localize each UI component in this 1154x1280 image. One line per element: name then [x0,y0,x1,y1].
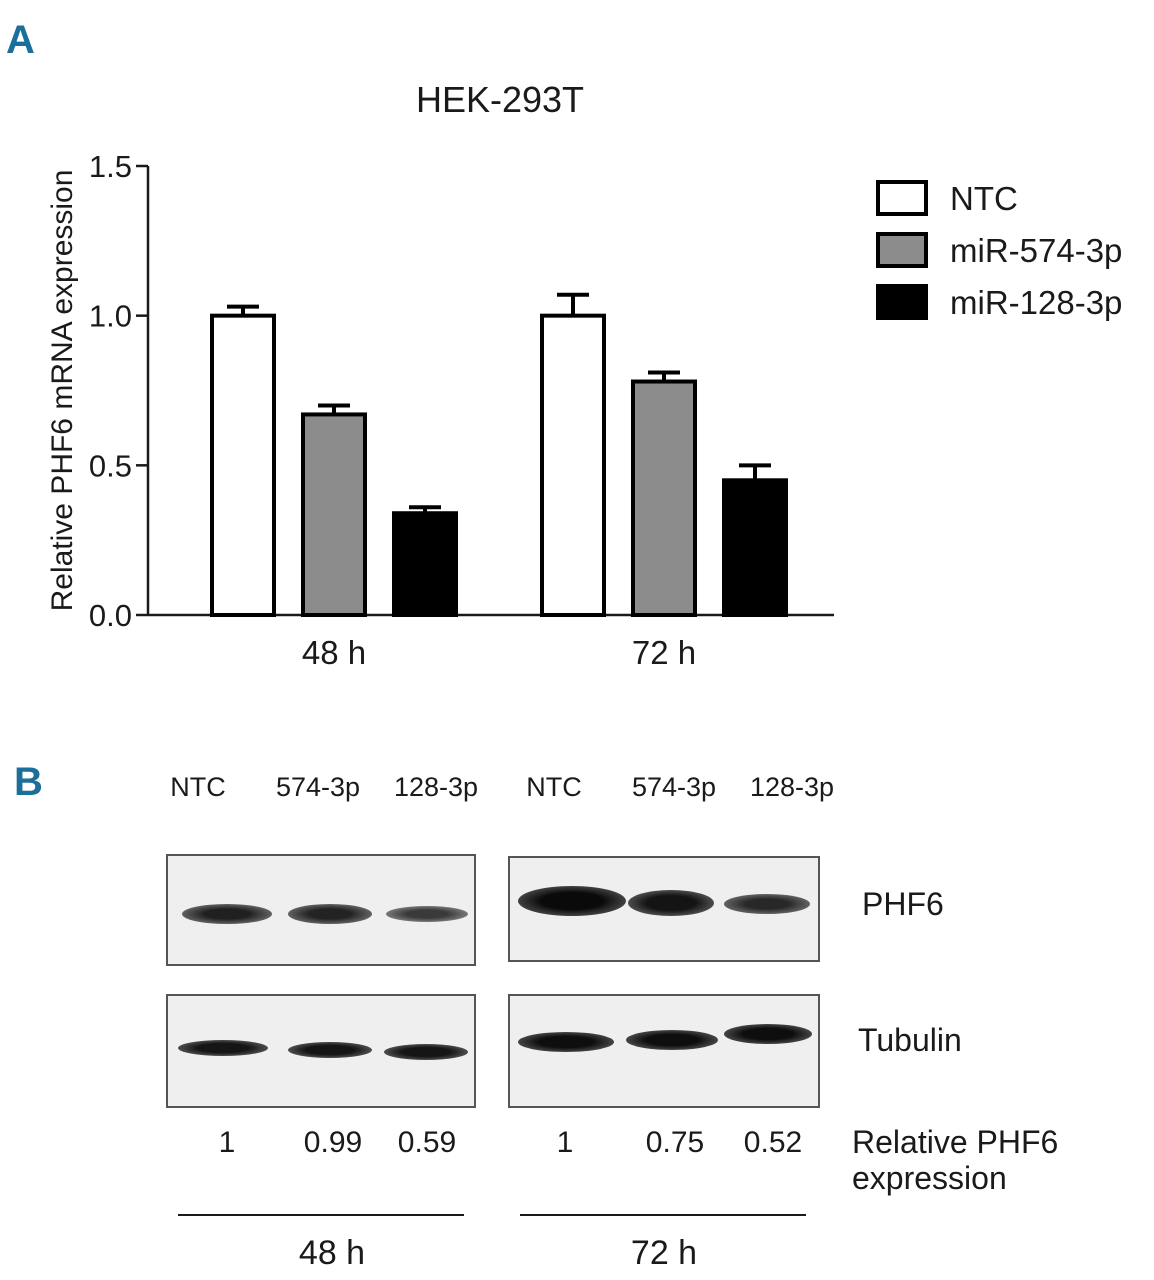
legend-label: NTC [950,180,1018,217]
phf6-blot-72h [508,856,820,962]
bar-chart: HEK-293T Relative PHF6 mRNA expression 0.0… [46,79,1122,671]
phf6-band [724,894,810,914]
y-tick-label: 1.5 [89,149,132,184]
legend-label: miR-128-3p [950,284,1122,321]
tubulin-band [288,1042,372,1058]
legend-label: miR-574-3p [950,232,1122,269]
tubulin-band [178,1040,268,1056]
phf6-band [518,886,626,916]
x-tick-label: 48 h [302,634,366,671]
tubulin-blot-48h [166,994,476,1108]
time-label-48h: 48 h [298,1234,366,1272]
panel-b-letter: B [14,760,43,804]
bar-mir-574-3p-72h [631,379,697,617]
y-tick-label: 1.0 [89,299,132,334]
phf6-band [628,890,714,916]
tubulin-band [626,1030,718,1050]
y-tick-label: 0.0 [89,598,132,633]
lane-label-ntc-72h: NTC [526,772,582,802]
phf6-blot-48h [166,854,476,966]
x-tick-label: 72 h [632,634,696,671]
tubulin-band [384,1044,468,1060]
y-tick-label: 0.5 [89,448,132,483]
phf6-band [386,906,468,922]
bar-mir-128-3p-48h [392,511,458,618]
phf6-label: PHF6 [862,886,944,922]
bar-ntc-72h [540,313,606,617]
bar-mir-574-3p-48h [301,412,367,617]
quant-value-ntc-48h: 1 [218,1126,236,1159]
time-label-72h: 72 h [630,1234,698,1272]
phf6-band [288,904,372,924]
quant-title-line-1: Relative PHF6 [852,1124,1059,1160]
quant-value-574-48h: 0.99 [303,1126,363,1159]
time-bracket-72h [520,1214,806,1216]
bar-ntc-48h [210,313,276,617]
panel-a-letter: A [6,18,35,62]
quant-value-574-72h: 0.75 [645,1126,705,1159]
tubulin-label: Tubulin [858,1022,962,1058]
bar-mir-128-3p-72h [722,478,788,617]
lane-label-128-72h: 128-3p [749,772,835,802]
legend-swatch [876,284,928,320]
quant-title: Relative PHF6 expression [852,1124,1058,1196]
lane-label-128-48h: 128-3p [393,772,479,802]
phf6-band [182,904,272,924]
legend-swatch [876,180,928,216]
chart-title: HEK-293T [416,79,584,120]
lane-label-574-48h: 574-3p [275,772,361,802]
lane-label-574-72h: 574-3p [631,772,717,802]
y-axis-label: Relative PHF6 mRNA expression [46,170,79,612]
quant-value-128-72h: 0.52 [743,1126,803,1159]
tubulin-blot-72h [508,994,820,1108]
tubulin-band [724,1024,812,1044]
quant-value-128-48h: 0.59 [397,1126,457,1159]
quant-title-line-2: expression [852,1160,1007,1196]
quant-value-ntc-72h: 1 [556,1126,574,1159]
legend-swatch [876,232,928,268]
time-bracket-48h [178,1214,464,1216]
lane-label-ntc-48h: NTC [170,772,226,802]
tubulin-band [518,1032,614,1052]
